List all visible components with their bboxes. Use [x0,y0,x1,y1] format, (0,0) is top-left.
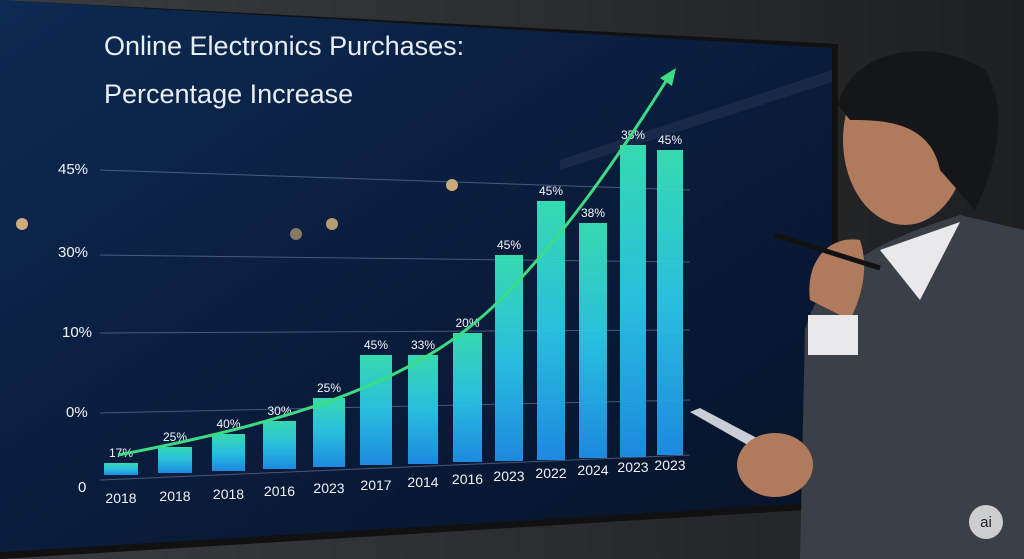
title-line: Percentage Increase [104,79,353,109]
year-label: 2023 [617,459,648,475]
bar [212,434,245,471]
bar-label: 38% [581,206,605,220]
badge-text: ai [980,514,992,531]
person [690,51,1024,559]
bar-label: 45% [658,133,682,147]
bar [263,421,296,469]
arrow-head [660,68,676,86]
bar-label: 45% [539,184,563,198]
bar [360,355,392,465]
year-label: 2018 [213,486,244,502]
year-label: 2023 [493,468,524,484]
title-line: Online Electronics Purchases: [104,31,464,61]
bar [158,447,192,473]
bar-label: 20% [455,316,479,330]
year-label: 2016 [264,483,295,499]
bar [657,150,683,455]
bar [104,463,138,475]
bar-label: 45% [364,338,388,352]
year-label: 2018 [105,490,136,506]
bar-label: 45% [497,238,521,252]
bar-label: 40% [216,417,240,431]
bar [495,255,523,461]
y-axis-label: 10% [62,324,92,341]
bar [537,201,565,460]
badge [969,505,1003,539]
year-label: 2017 [360,477,391,493]
chart: 45%30%10%0%017%201825%201840%201830%2016… [58,128,686,506]
y-axis-label: 0% [66,404,88,421]
y-axis-label: 30% [58,244,88,261]
y-axis-label: 0 [78,479,86,496]
bar [620,145,646,457]
bar [579,223,607,458]
trend-arrow [117,77,670,457]
bar [453,333,482,462]
year-label: 2016 [452,471,483,487]
year-label: 2023 [313,480,344,496]
year-label: 2022 [535,465,566,481]
year-label: 2014 [407,474,438,490]
year-label: 2018 [159,488,190,504]
year-label: 2023 [654,457,685,473]
bar [408,355,438,464]
bar-label: 25% [317,381,341,395]
bar [313,398,345,467]
y-axis-label: 45% [58,161,88,178]
bar-label: 33% [411,338,435,352]
year-label: 2024 [577,462,608,478]
